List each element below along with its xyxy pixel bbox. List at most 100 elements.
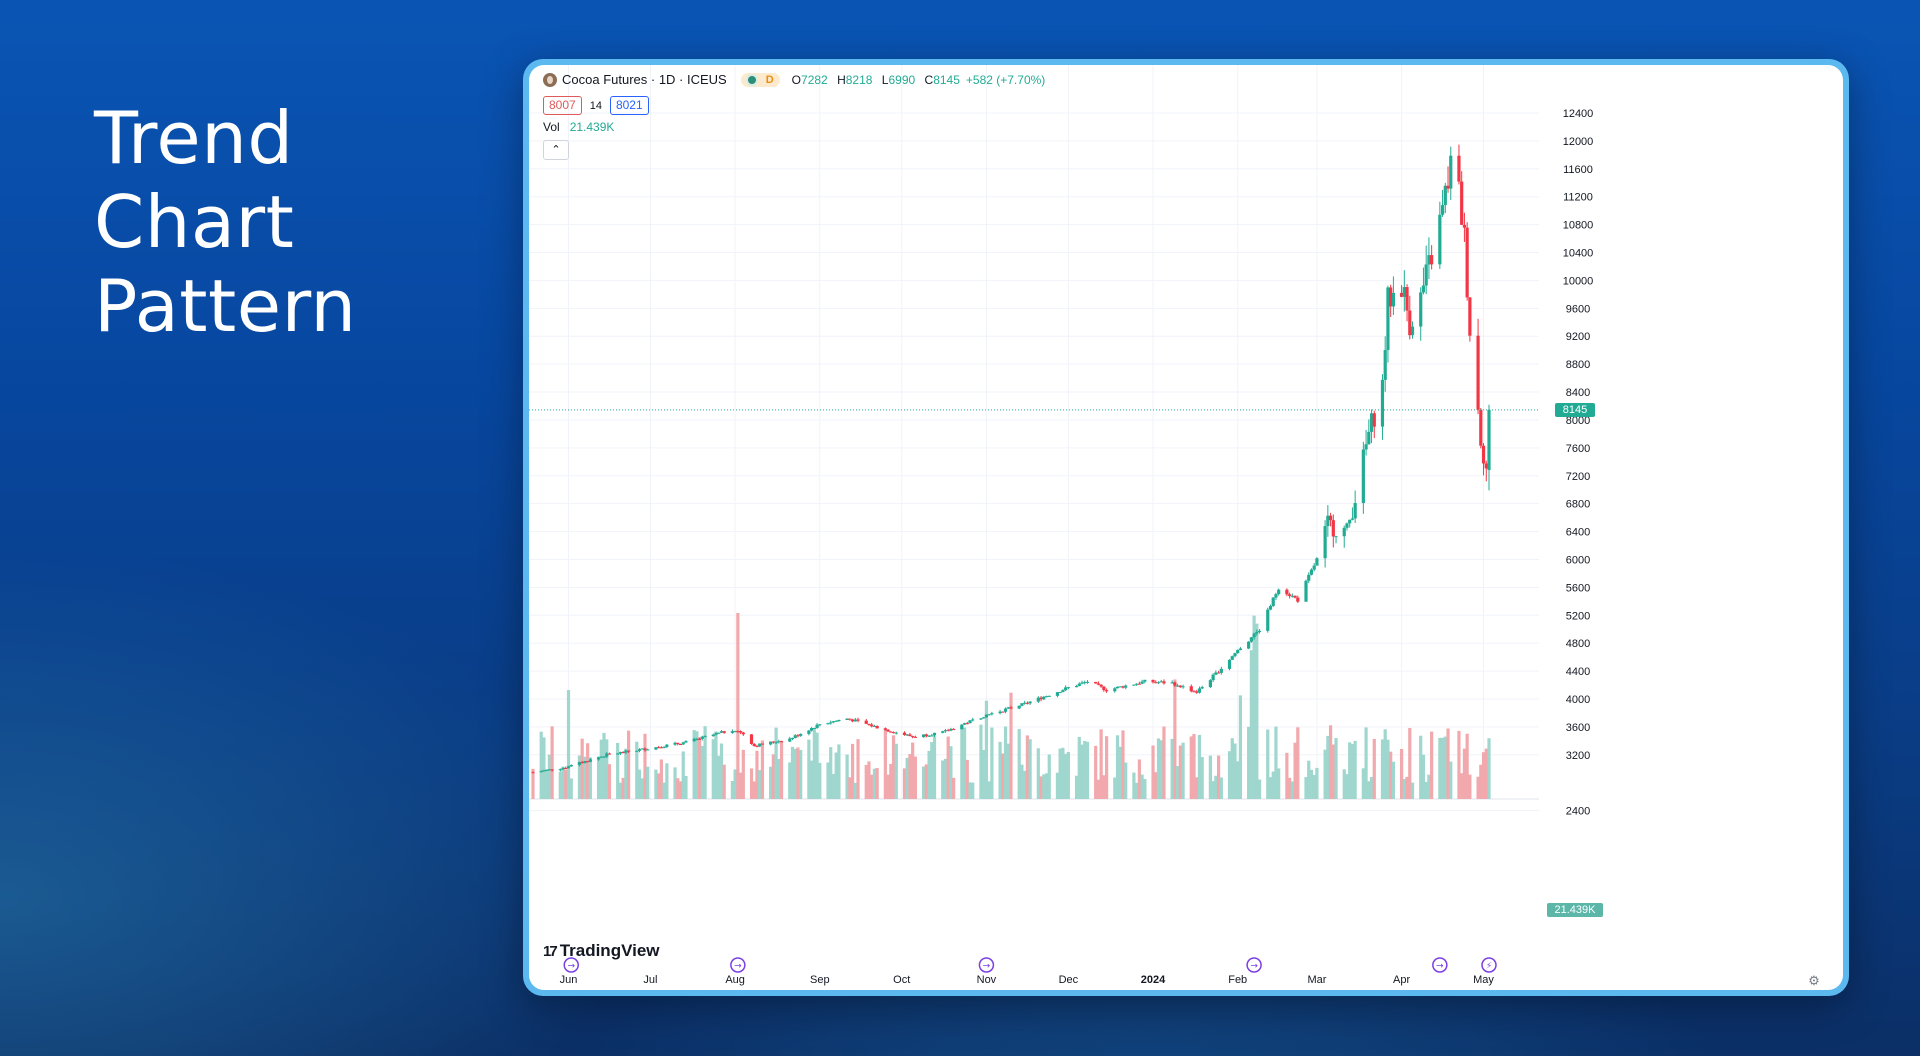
- ask-button[interactable]: 8021: [609, 96, 649, 115]
- candle-body: [618, 752, 623, 754]
- volume-bar: [569, 778, 573, 799]
- volume-bar: [1288, 777, 1292, 799]
- candle-body: [1288, 594, 1292, 596]
- volume-bar: [1001, 753, 1005, 799]
- dividend-event-icon: [730, 957, 746, 973]
- candle-body: [788, 738, 792, 742]
- candle-body: [1430, 255, 1434, 265]
- volume-bar: [605, 739, 609, 799]
- volume-bar: [1197, 734, 1202, 799]
- y-tick-label: 11600: [1563, 164, 1593, 176]
- volume-bar: [1386, 739, 1390, 799]
- volume-bar: [1200, 757, 1204, 799]
- candle-body: [1271, 597, 1275, 606]
- candle-body: [1118, 686, 1122, 688]
- candle-body: [1003, 708, 1008, 712]
- y-tick-label: 3200: [1566, 750, 1590, 762]
- event-glyph: →: [567, 962, 575, 972]
- volume-bar: [602, 732, 606, 799]
- volume-bar: [1380, 739, 1385, 799]
- price-chart[interactable]: 12400 12000 11600 11200 10800 10400 10000 9600 9…: [529, 65, 1843, 990]
- collapse-legend-button[interactable]: ⌃: [543, 140, 569, 160]
- tradingview-logo[interactable]: 17 TradingView: [543, 941, 660, 961]
- bid-ask-row: 8007 14 8021: [543, 96, 649, 115]
- candle-body: [1285, 589, 1289, 595]
- volume-bar: [1479, 764, 1483, 799]
- spread-value: 14: [589, 99, 602, 112]
- cocoa-symbol-icon: [543, 72, 557, 87]
- candle-body: [848, 718, 852, 720]
- volume-bar: [1055, 772, 1060, 799]
- volume-bar: [829, 747, 833, 799]
- volume-bar: [531, 768, 535, 799]
- candle-body: [1105, 690, 1109, 692]
- bid-button[interactable]: 8007: [543, 96, 582, 115]
- candle-body: [960, 724, 964, 730]
- close-value: 8145: [933, 72, 960, 87]
- candle-body: [1334, 536, 1338, 538]
- candle-body: [1449, 155, 1453, 189]
- candle-body: [1266, 609, 1270, 631]
- candle-body: [1410, 326, 1415, 336]
- candle-body: [1017, 705, 1021, 709]
- volume-label[interactable]: Vol: [543, 120, 560, 134]
- event-glyph: ⚡: [1486, 962, 1492, 972]
- market-status-badge[interactable]: D: [740, 72, 780, 87]
- y-tick-label: 4400: [1566, 666, 1590, 678]
- candle-body: [1140, 681, 1144, 684]
- candle-body: [545, 769, 549, 771]
- volume-bar: [826, 762, 830, 799]
- candle-body: [1277, 589, 1281, 595]
- candle-body: [1383, 350, 1387, 380]
- volume-bar: [1427, 774, 1431, 799]
- candle-body: [1238, 648, 1243, 650]
- volume-bar: [1421, 754, 1426, 799]
- volume-bar: [1364, 727, 1368, 799]
- volume-bar: [779, 740, 784, 799]
- candle-body: [1323, 526, 1327, 559]
- candle-body: [1424, 264, 1428, 286]
- volume-bar: [564, 769, 568, 799]
- candle-body: [558, 769, 562, 771]
- volume-bar: [627, 730, 631, 799]
- last-price-label: 8145: [1555, 402, 1595, 417]
- y-tick-label: 8000: [1566, 415, 1590, 427]
- volume-bar: [924, 764, 928, 799]
- candle-body: [796, 735, 800, 737]
- symbol-title[interactable]: Cocoa Futures · 1D · ICEUS: [562, 72, 727, 87]
- candle-body: [646, 749, 650, 751]
- volume-bar: [1419, 735, 1423, 799]
- volume-bar: [1348, 742, 1352, 799]
- x-tick-label: Sep: [810, 974, 830, 986]
- candle-body: [1443, 185, 1447, 206]
- volume-bar: [1083, 740, 1087, 799]
- candle-body: [1372, 413, 1376, 427]
- volume-bar: [799, 749, 803, 799]
- volume-bar: [580, 738, 584, 799]
- gear-icon[interactable]: ⚙: [1808, 973, 1820, 988]
- candle-body: [722, 731, 726, 733]
- high-key: H: [837, 72, 846, 87]
- candle-body: [943, 730, 948, 732]
- candle-body: [1094, 681, 1098, 684]
- candle-body: [1099, 684, 1103, 687]
- volume-bar: [698, 737, 702, 799]
- candle-body: [1061, 690, 1065, 693]
- volume-bar: [583, 756, 587, 799]
- candle-body: [790, 737, 795, 739]
- dividend-event-icon: [978, 957, 995, 973]
- candle-body: [1143, 679, 1147, 682]
- volume-bar: [921, 766, 926, 799]
- candle-body: [1200, 687, 1204, 689]
- volume-bar: [539, 731, 543, 799]
- candle-body: [1102, 686, 1106, 691]
- candle-body: [949, 728, 953, 731]
- tradingview-mark-icon: 17: [543, 942, 558, 960]
- volume-bar: [1443, 736, 1447, 799]
- chart-panel[interactable]: 12400 12000 11600 11200 10800 10400 10000 9600 9…: [529, 65, 1843, 990]
- volume-bar: [1268, 777, 1273, 799]
- candle-body: [984, 714, 989, 718]
- candle-body: [566, 766, 571, 769]
- volume-bar: [1208, 755, 1212, 799]
- volume-bar: [1020, 764, 1024, 799]
